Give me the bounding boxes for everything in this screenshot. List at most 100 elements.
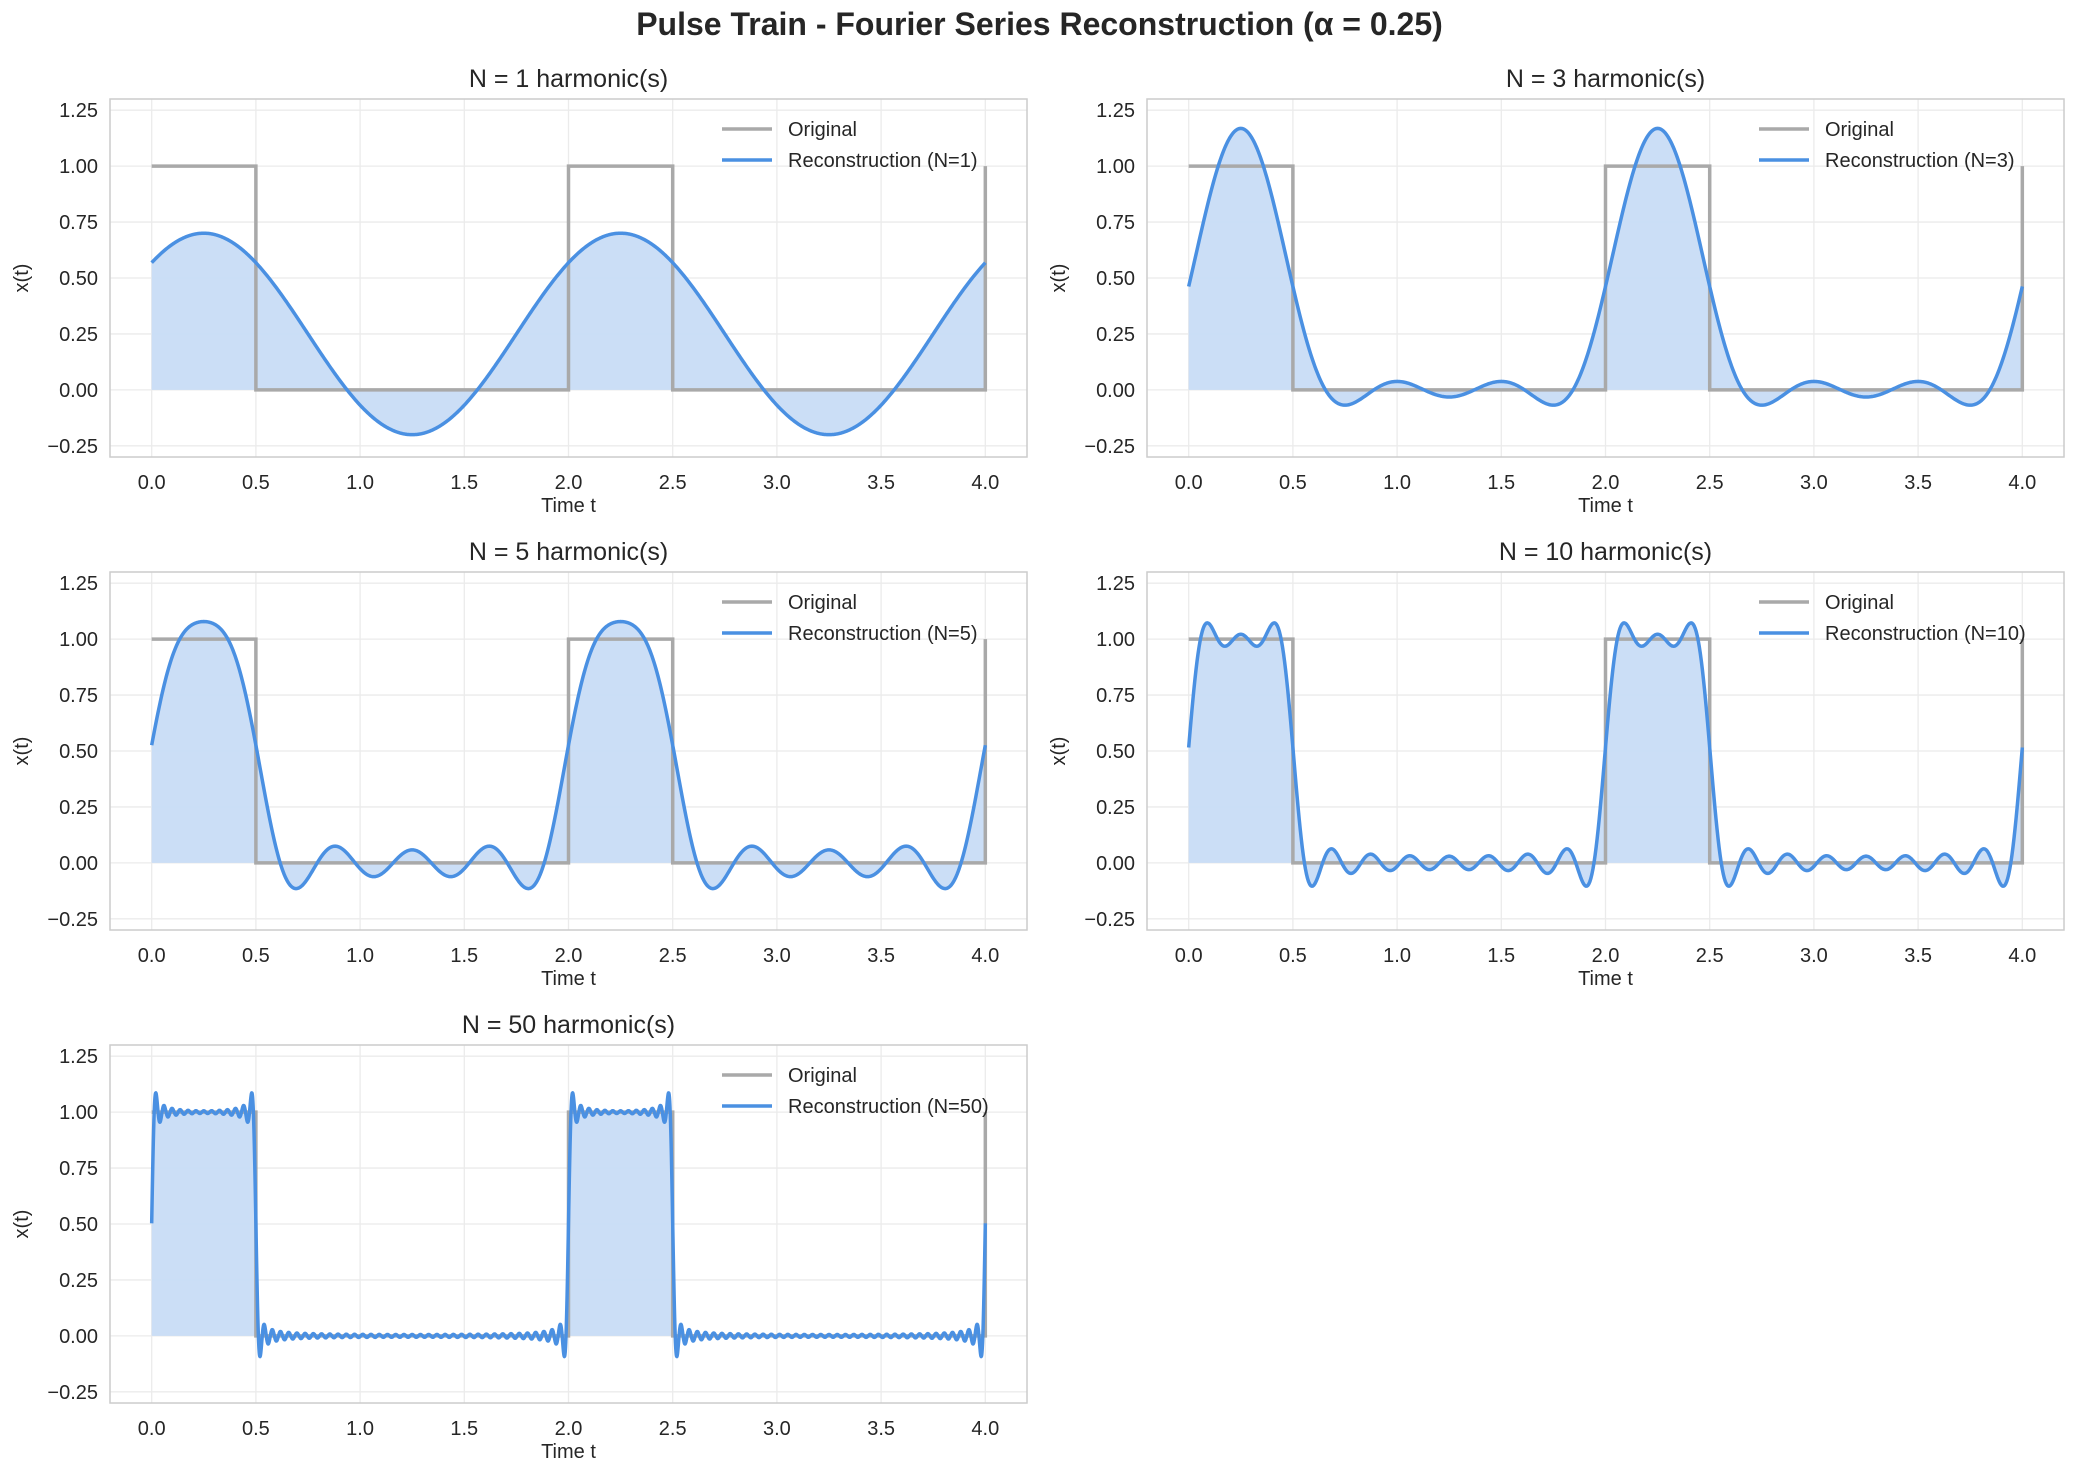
x-tick-label: 1.0	[1383, 472, 1411, 494]
plot-marks	[1186, 126, 2025, 407]
legend-original-label: Original	[788, 119, 857, 141]
y-tick-label: 0.25	[59, 797, 98, 819]
legend-original-label: Original	[1825, 592, 1894, 614]
legend-reconstruction-label: Reconstruction (N=5)	[788, 623, 978, 645]
x-tick-label: 2.0	[555, 1418, 583, 1440]
original-series-line	[151, 164, 988, 392]
subplot-title: N = 50 harmonic(s)	[462, 1011, 675, 1039]
x-tick-label: 2.5	[659, 1418, 687, 1440]
y-tick-label: 0.75	[59, 685, 98, 707]
y-axis-label: x(t)	[1048, 264, 1070, 293]
y-tick-label: 0.75	[1096, 685, 1135, 707]
x-tick-label: 0.5	[242, 945, 270, 967]
plot-frame	[1146, 98, 2065, 458]
x-tick-label: 0.5	[1279, 945, 1307, 967]
x-tick-label: 2.5	[659, 945, 687, 967]
y-tick-label: 1.25	[1096, 100, 1135, 122]
x-axis-label: Time t	[541, 495, 596, 517]
y-tick-label: −0.25	[47, 436, 98, 458]
y-tick-label: 0.75	[59, 1158, 98, 1180]
plot-frame	[109, 98, 1028, 458]
x-tick-label: 4.0	[2008, 945, 2036, 967]
x-tick-label: 0.0	[1175, 945, 1203, 967]
y-tick-label: 1.25	[59, 573, 98, 595]
y-tick-label: 1.00	[59, 629, 98, 651]
y-tick-label: −0.25	[47, 909, 98, 931]
x-tick-label: 2.0	[1592, 945, 1620, 967]
subplot-5: 0.0 0.5 1.0 1.5 2.0 2.5 3.0 3.5 4.0 −0.25 0.00 0.25…	[11, 1011, 1028, 1463]
x-tick-label: 3.0	[763, 472, 791, 494]
x-tick-label: 1.5	[1487, 472, 1515, 494]
x-tick-label: 4.0	[2008, 472, 2036, 494]
x-tick-label: 3.5	[1904, 945, 1932, 967]
x-tick-label: 4.0	[971, 945, 999, 967]
x-axis-label: Time t	[541, 968, 596, 990]
y-tick-label: 1.25	[59, 1046, 98, 1068]
plot-marks	[149, 1091, 988, 1359]
plot-frame	[109, 571, 1028, 931]
x-tick-label: 0.0	[138, 945, 166, 967]
x-tick-label: 3.5	[867, 945, 895, 967]
reconstruction-series-line	[1186, 621, 2025, 888]
x-tick-label: 3.0	[763, 1418, 791, 1440]
x-tick-label: 1.0	[346, 945, 374, 967]
reconstruction-series-line	[150, 231, 987, 437]
plot-marks	[1186, 621, 2025, 888]
x-tick-label: 0.0	[138, 1418, 166, 1440]
subplot-4: 0.0 0.5 1.0 1.5 2.0 2.5 3.0 3.5 4.0 −0.25 0.00 0.25…	[1048, 538, 2065, 990]
legend: Original Reconstruction (N=1)	[722, 119, 978, 172]
subplot-3: 0.0 0.5 1.0 1.5 2.0 2.5 3.0 3.5 4.0 −0.25 0.00 0.25…	[11, 538, 1028, 990]
x-tick-label: 0.5	[1279, 472, 1307, 494]
y-tick-label: 0.00	[59, 380, 98, 402]
x-axis-label: Time t	[1578, 968, 1633, 990]
x-axis-label: Time t	[1578, 495, 1633, 517]
plot-frame	[109, 1044, 1028, 1404]
y-tick-label: 0.50	[1096, 268, 1135, 290]
subplot-1: 0.0 0.5 1.0 1.5 2.0 2.5 3.0 3.5 4.0 −0.25 0.00 0.25…	[11, 65, 1028, 517]
y-tick-label: 0.00	[1096, 380, 1135, 402]
y-tick-label: −0.25	[47, 1382, 98, 1404]
x-tick-label: 1.5	[450, 1418, 478, 1440]
x-tick-label: 4.0	[971, 1418, 999, 1440]
legend-original-label: Original	[788, 1065, 857, 1087]
original-series-line	[1188, 637, 2025, 865]
y-axis-label: x(t)	[1048, 737, 1070, 766]
y-tick-label: 0.50	[59, 268, 98, 290]
legend-original-label: Original	[1825, 119, 1894, 141]
subplot-title: N = 1 harmonic(s)	[469, 65, 668, 93]
x-tick-label: 1.5	[450, 472, 478, 494]
legend-reconstruction-label: Reconstruction (N=50)	[788, 1096, 989, 1118]
legend: Original Reconstruction (N=5)	[722, 592, 978, 645]
legend-reconstruction-label: Reconstruction (N=10)	[1825, 623, 2026, 645]
y-tick-label: 0.50	[59, 741, 98, 763]
x-tick-label: 2.5	[1696, 945, 1724, 967]
x-tick-label: 1.0	[346, 472, 374, 494]
x-tick-label: 1.0	[1383, 945, 1411, 967]
x-tick-label: 2.5	[1696, 472, 1724, 494]
plot-marks	[150, 164, 988, 437]
y-tick-label: 1.00	[59, 1102, 98, 1124]
x-tick-label: 2.0	[555, 472, 583, 494]
y-tick-label: 1.25	[1096, 573, 1135, 595]
legend: Original Reconstruction (N=3)	[1759, 119, 2015, 172]
y-tick-label: 1.00	[1096, 629, 1135, 651]
x-tick-label: 0.5	[242, 1418, 270, 1440]
y-tick-label: 0.75	[59, 212, 98, 234]
y-axis-label: x(t)	[11, 264, 33, 293]
subplot-title: N = 10 harmonic(s)	[1499, 538, 1712, 566]
legend: Original Reconstruction (N=10)	[1759, 592, 2026, 645]
subplot-2: 0.0 0.5 1.0 1.5 2.0 2.5 3.0 3.5 4.0 −0.25 0.00 0.25…	[1048, 65, 2065, 517]
original-series-line	[151, 637, 988, 865]
y-tick-label: 1.00	[1096, 156, 1135, 178]
x-tick-label: 3.0	[1800, 945, 1828, 967]
x-tick-label: 0.0	[1175, 472, 1203, 494]
x-tick-label: 1.5	[1487, 945, 1515, 967]
legend-reconstruction-label: Reconstruction (N=3)	[1825, 150, 2015, 172]
x-tick-label: 3.0	[1800, 472, 1828, 494]
y-tick-label: 0.50	[1096, 741, 1135, 763]
x-tick-label: 0.5	[242, 472, 270, 494]
y-axis-label: x(t)	[11, 737, 33, 766]
y-tick-label: 1.00	[59, 156, 98, 178]
plot-frame	[1146, 571, 2065, 931]
